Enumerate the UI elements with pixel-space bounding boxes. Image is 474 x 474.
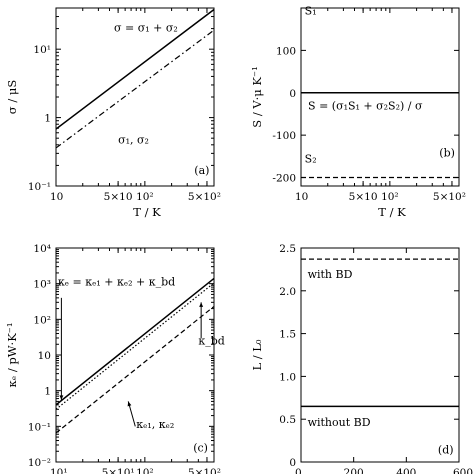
arrow-kappa-e1-e2-head — [127, 401, 132, 407]
series-line-1 — [56, 29, 214, 149]
y-tick-label: 1.0 — [279, 371, 296, 383]
y-tick-label: 10⁻¹ — [28, 421, 51, 433]
x-tick-label: 5×10 — [104, 191, 133, 203]
y-axis-label: S / V·μ K⁻¹ — [250, 66, 264, 127]
annotation-label: σ₁, σ₂ — [118, 133, 149, 146]
x-axis-label: T / K — [378, 205, 406, 219]
x-tick-label: 10² — [136, 467, 154, 474]
x-tick-label: 10¹ — [50, 467, 68, 474]
annotation-label: σ = σ₁ + σ₂ — [114, 22, 178, 35]
annotation-label: κ_bd — [198, 334, 224, 347]
x-tick-label: 10² — [381, 191, 399, 203]
y-tick-label: 1 — [44, 113, 51, 125]
x-tick-label: 600 — [453, 467, 473, 474]
y-tick-label: 10⁻¹ — [28, 181, 51, 193]
series-line-1 — [56, 282, 214, 410]
y-tick-label: 10 — [38, 350, 51, 362]
y-axis-label: σ / μS — [5, 80, 19, 115]
annotation-label: (d) — [438, 443, 454, 456]
y-tick-label: -100 — [272, 130, 296, 142]
y-tick-label: 10⁻² — [28, 457, 51, 469]
x-tick-label: 400 — [396, 467, 416, 474]
plot-frame — [300, 247, 460, 463]
annotation-label: κₑ = κₑ₁ + κₑ₂ + κ_bd — [58, 275, 175, 288]
arrow-kappa-bd-head — [199, 302, 204, 307]
y-tick-label: 2.0 — [279, 286, 296, 298]
plot-frame — [300, 7, 460, 187]
x-tick-label: 5×10² — [188, 191, 221, 203]
panel-1: 10 5×10 10² 5×10² 100 0 -100 -200 T / K S / V·μ K… — [250, 4, 466, 219]
annotation-label: S₁ — [305, 4, 317, 17]
annotation-label: S = (σ₁S₁ + σ₂S₂) / σ — [308, 100, 423, 113]
y-tick-label: 0 — [289, 88, 296, 100]
x-tick-label: 0 — [295, 467, 302, 474]
x-tick-label: 200 — [344, 467, 364, 474]
panel-0: 10 5×10 10² 5×10² 10⁻¹ 1 10¹ T / K σ / μS σ = σ₁ … — [5, 7, 221, 219]
x-tick-label: 10² — [136, 191, 154, 203]
annotation-label: without BD — [308, 416, 371, 429]
y-axis-label: L / L₀ — [250, 339, 264, 370]
y-tick-label: -200 — [272, 173, 296, 185]
x-tick-label: 5×10² — [188, 467, 221, 474]
annotation-label: (b) — [439, 146, 455, 159]
annotation-label: (a) — [194, 164, 209, 177]
x-tick-label: 5×10 — [349, 191, 378, 203]
y-tick-label: 1.5 — [279, 329, 296, 341]
y-tick-label: 10¹ — [33, 44, 51, 56]
y-tick-label: 0 — [289, 457, 296, 469]
y-axis-label: κₑ / pW·K⁻¹ — [5, 323, 19, 388]
annotation-label: (c) — [193, 441, 208, 454]
series-line-2 — [56, 305, 214, 434]
series-line-0 — [56, 8, 214, 130]
panel-3: 0 200 400 600 0 0.5 1.0 1.5 2.0 2.5 L / L₀ with BD w… — [250, 243, 473, 474]
y-tick-label: 2.5 — [279, 243, 296, 255]
y-tick-label: 100 — [276, 45, 296, 57]
x-tick-label: 5×10² — [433, 191, 466, 203]
annotation-label: κₑ₁, κₑ₂ — [136, 418, 174, 431]
annotation-label: S₂ — [305, 153, 317, 166]
y-tick-label: 10⁴ — [33, 243, 51, 255]
arrow-kappa-e-head — [59, 395, 64, 400]
y-tick-label: 10³ — [33, 279, 51, 291]
series-line-0 — [56, 277, 214, 406]
x-tick-label: 5×10¹ — [102, 467, 135, 474]
y-tick-label: 0.5 — [279, 414, 296, 426]
y-tick-label: 1 — [44, 386, 51, 398]
annotation-label: with BD — [308, 268, 353, 281]
y-tick-label: 10² — [33, 314, 51, 326]
x-axis-label: T / K — [133, 205, 161, 219]
x-tick-label: 10 — [295, 191, 308, 203]
x-tick-label: 10 — [50, 191, 63, 203]
